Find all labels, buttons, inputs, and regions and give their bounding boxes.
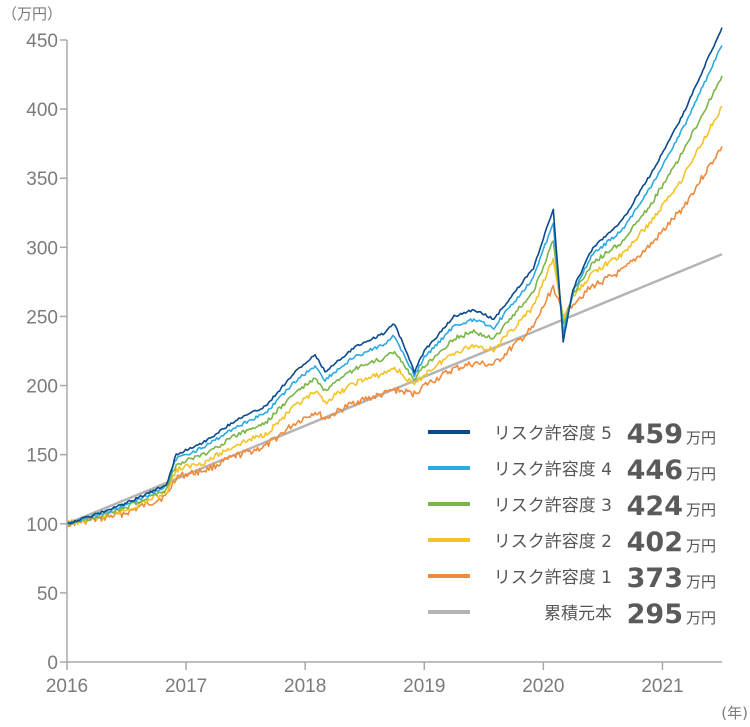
x-tick-label: 2021 xyxy=(641,676,683,697)
y-tick-label: 150 xyxy=(26,446,58,467)
y-axis-unit: （万円） xyxy=(2,5,62,23)
legend-value: 295 xyxy=(627,599,683,630)
legend-label: 累積元本 xyxy=(544,604,612,624)
y-tick-label: 450 xyxy=(26,31,58,52)
series-line-risk-4 xyxy=(66,45,723,525)
legend-unit: 万円 xyxy=(686,429,716,447)
legend-value: 402 xyxy=(627,527,683,558)
legend-label: リスク許容度 5 xyxy=(494,424,612,444)
x-axis: 2016 2017 2018 2019 2020 2021 xyxy=(46,662,684,697)
y-axis: 0 50 100 150 200 250 300 350 400 450 xyxy=(26,31,67,674)
y-tick-label: 100 xyxy=(26,515,58,536)
legend-unit: 万円 xyxy=(686,609,716,627)
legend-label: リスク許容度 4 xyxy=(494,460,612,480)
y-tick-label: 50 xyxy=(37,584,58,605)
legend-value: 373 xyxy=(627,563,683,594)
series-line-risk-1 xyxy=(66,146,723,527)
x-tick-label: 2018 xyxy=(284,676,326,697)
series-line-risk-5 xyxy=(66,27,723,525)
x-tick-label: 2019 xyxy=(403,676,445,697)
legend-value: 446 xyxy=(627,455,683,486)
series-line-risk-3 xyxy=(66,75,723,526)
y-tick-label: 300 xyxy=(26,238,58,259)
y-tick-label: 250 xyxy=(26,307,58,328)
legend-value: 459 xyxy=(627,419,683,450)
legend-unit: 万円 xyxy=(686,537,716,555)
legend-label: リスク許容度 2 xyxy=(494,532,612,552)
y-tick-label: 400 xyxy=(26,100,58,121)
plot-area xyxy=(66,27,723,527)
x-tick-label: 2020 xyxy=(522,676,564,697)
legend-value: 424 xyxy=(627,491,683,522)
legend-label: リスク許容度 3 xyxy=(494,496,612,516)
y-tick-label: 350 xyxy=(26,169,58,190)
legend-label: リスク許容度 1 xyxy=(494,568,612,588)
x-tick-label: 2016 xyxy=(46,676,88,697)
legend-unit: 万円 xyxy=(686,501,716,519)
series-line-risk-2 xyxy=(66,105,723,526)
legend-unit: 万円 xyxy=(686,465,716,483)
x-axis-unit: (年) xyxy=(721,704,748,722)
x-tick-label: 2017 xyxy=(165,676,207,697)
legend-unit: 万円 xyxy=(686,573,716,591)
y-tick-label: 200 xyxy=(26,377,58,398)
y-tick-label: 0 xyxy=(47,653,58,674)
